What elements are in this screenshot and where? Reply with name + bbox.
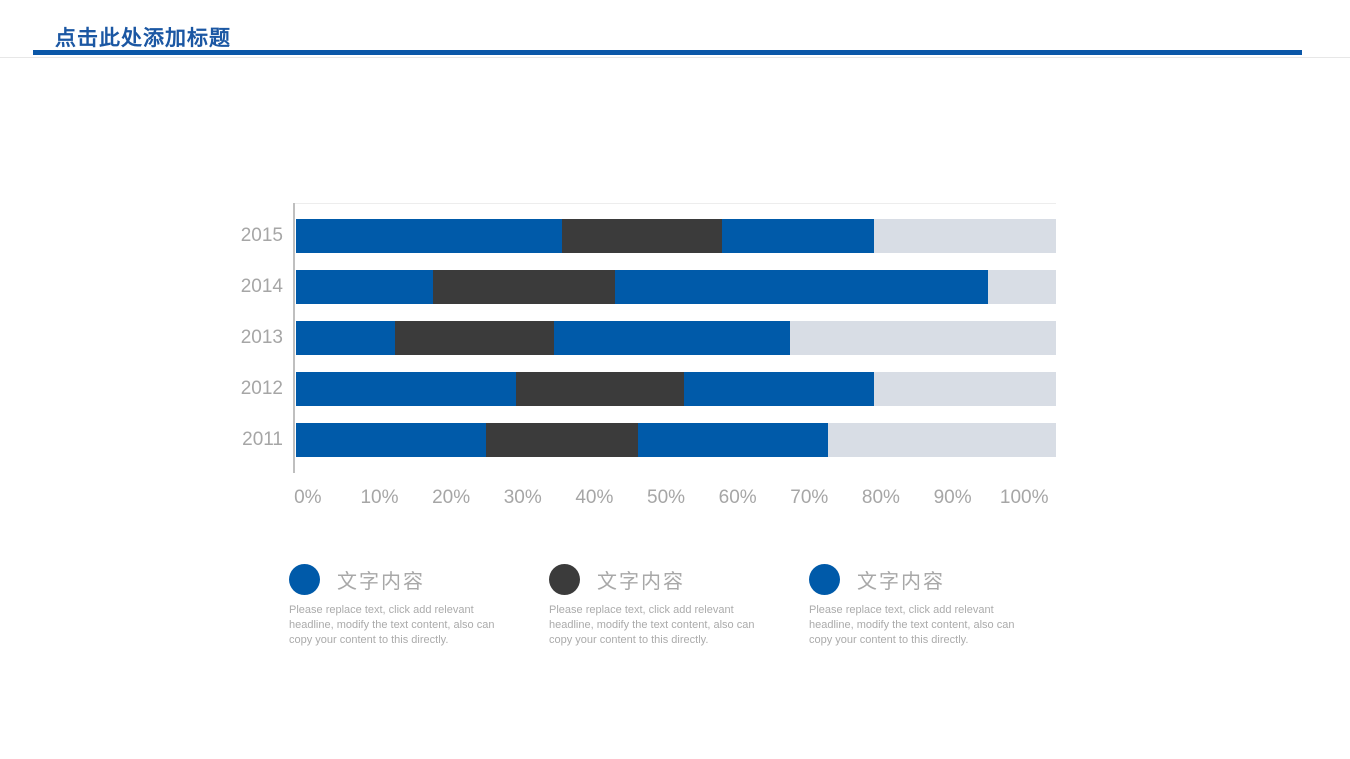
bar-segment-segment-2-dark[interactable]	[562, 219, 722, 253]
legend-circle-icon	[289, 563, 320, 595]
slide-title[interactable]: 点击此处添加标题	[55, 27, 231, 50]
x-axis-tick-label: 10%	[360, 487, 399, 508]
bar-segment-segment-3-blue[interactable]	[721, 219, 874, 253]
bar-segment-remainder-track[interactable]	[873, 219, 1056, 253]
bar-segment-segment-2-dark[interactable]	[394, 321, 555, 355]
x-axis-tick-label: 100%	[999, 487, 1049, 508]
stacked-bar-chart: 2015 2014 2013 2012 2011	[200, 203, 1056, 473]
bar-segment-segment-3-blue[interactable]	[554, 321, 790, 355]
x-axis-tick-label: 80%	[861, 487, 900, 508]
bar-segment-segment-1-blue[interactable]	[296, 270, 433, 304]
title-underline	[33, 50, 1302, 55]
x-axis-labels: 0% 10% 20% 30% 40% 50% 60% 70% 80% 90% 100%	[272, 487, 1060, 509]
legend-header: 文字内容	[549, 563, 809, 595]
legend-body-text[interactable]: Please replace text, click add relevant …	[809, 604, 1015, 646]
legend-title[interactable]: 文字内容	[857, 570, 945, 593]
stacked-bar	[296, 423, 1056, 457]
x-axis-tick-label: 20%	[432, 487, 471, 508]
bar-segment-remainder-track[interactable]	[828, 423, 1056, 457]
x-axis-tick-label: 90%	[933, 487, 972, 508]
legend-circle-icon	[549, 563, 580, 595]
bar-segment-remainder-track[interactable]	[873, 372, 1056, 406]
chart-row: 2015	[200, 219, 1056, 253]
legend-header: 文字内容	[809, 563, 1069, 595]
bar-segment-remainder-track[interactable]	[987, 270, 1056, 304]
chart-rows: 2015 2014 2013 2012 2011	[200, 219, 1056, 457]
header-hairline	[0, 57, 1350, 58]
x-axis-tick-label: 50%	[647, 487, 686, 508]
bar-segment-segment-1-blue[interactable]	[296, 219, 562, 253]
legend-title[interactable]: 文字内容	[337, 570, 425, 593]
legend-circle-icon	[809, 563, 840, 595]
chart-row: 2011	[200, 423, 1056, 457]
stacked-bar	[296, 270, 1056, 304]
bar-segment-segment-1-blue[interactable]	[296, 321, 395, 355]
chart-row: 2013	[200, 321, 1056, 355]
bar-segment-remainder-track[interactable]	[789, 321, 1056, 355]
bar-segment-segment-3-blue[interactable]	[615, 270, 988, 304]
legend-item: 文字内容 Please replace text, click add relev…	[809, 563, 1069, 648]
legend: 文字内容 Please replace text, click add relev…	[289, 563, 1069, 648]
y-axis-label: 2013	[240, 327, 283, 348]
y-axis-label: 2011	[242, 429, 283, 450]
x-axis-tick-label: 40%	[575, 487, 614, 508]
stacked-bar	[296, 219, 1056, 253]
stacked-bar	[296, 321, 1056, 355]
bar-segment-segment-1-blue[interactable]	[296, 423, 486, 457]
legend-header: 文字内容	[289, 563, 549, 595]
bar-segment-segment-2-dark[interactable]	[516, 372, 684, 406]
bar-segment-segment-3-blue[interactable]	[683, 372, 874, 406]
plot-top-hairline	[295, 203, 1056, 204]
legend-body-text[interactable]: Please replace text, click add relevant …	[549, 604, 755, 646]
legend-body-text[interactable]: Please replace text, click add relevant …	[289, 604, 495, 646]
legend-title[interactable]: 文字内容	[597, 570, 685, 593]
legend-item: 文字内容 Please replace text, click add relev…	[549, 563, 809, 648]
bar-segment-segment-2-dark[interactable]	[432, 270, 616, 304]
y-axis-label: 2015	[240, 225, 283, 246]
legend-item: 文字内容 Please replace text, click add relev…	[289, 563, 549, 648]
x-axis-tick-label: 70%	[790, 487, 829, 508]
y-axis-label: 2014	[240, 276, 283, 297]
chart-row: 2014	[200, 270, 1056, 304]
x-axis-tick-label: 0%	[294, 487, 322, 508]
stacked-bar	[296, 372, 1056, 406]
bar-segment-segment-1-blue[interactable]	[296, 372, 517, 406]
chart-row: 2012	[200, 372, 1056, 406]
y-axis-line	[293, 203, 295, 473]
bar-segment-segment-3-blue[interactable]	[638, 423, 828, 457]
x-axis-tick-label: 30%	[503, 487, 542, 508]
x-axis-tick-label: 60%	[718, 487, 757, 508]
bar-segment-segment-2-dark[interactable]	[486, 423, 638, 457]
y-axis-label: 2012	[240, 378, 283, 399]
